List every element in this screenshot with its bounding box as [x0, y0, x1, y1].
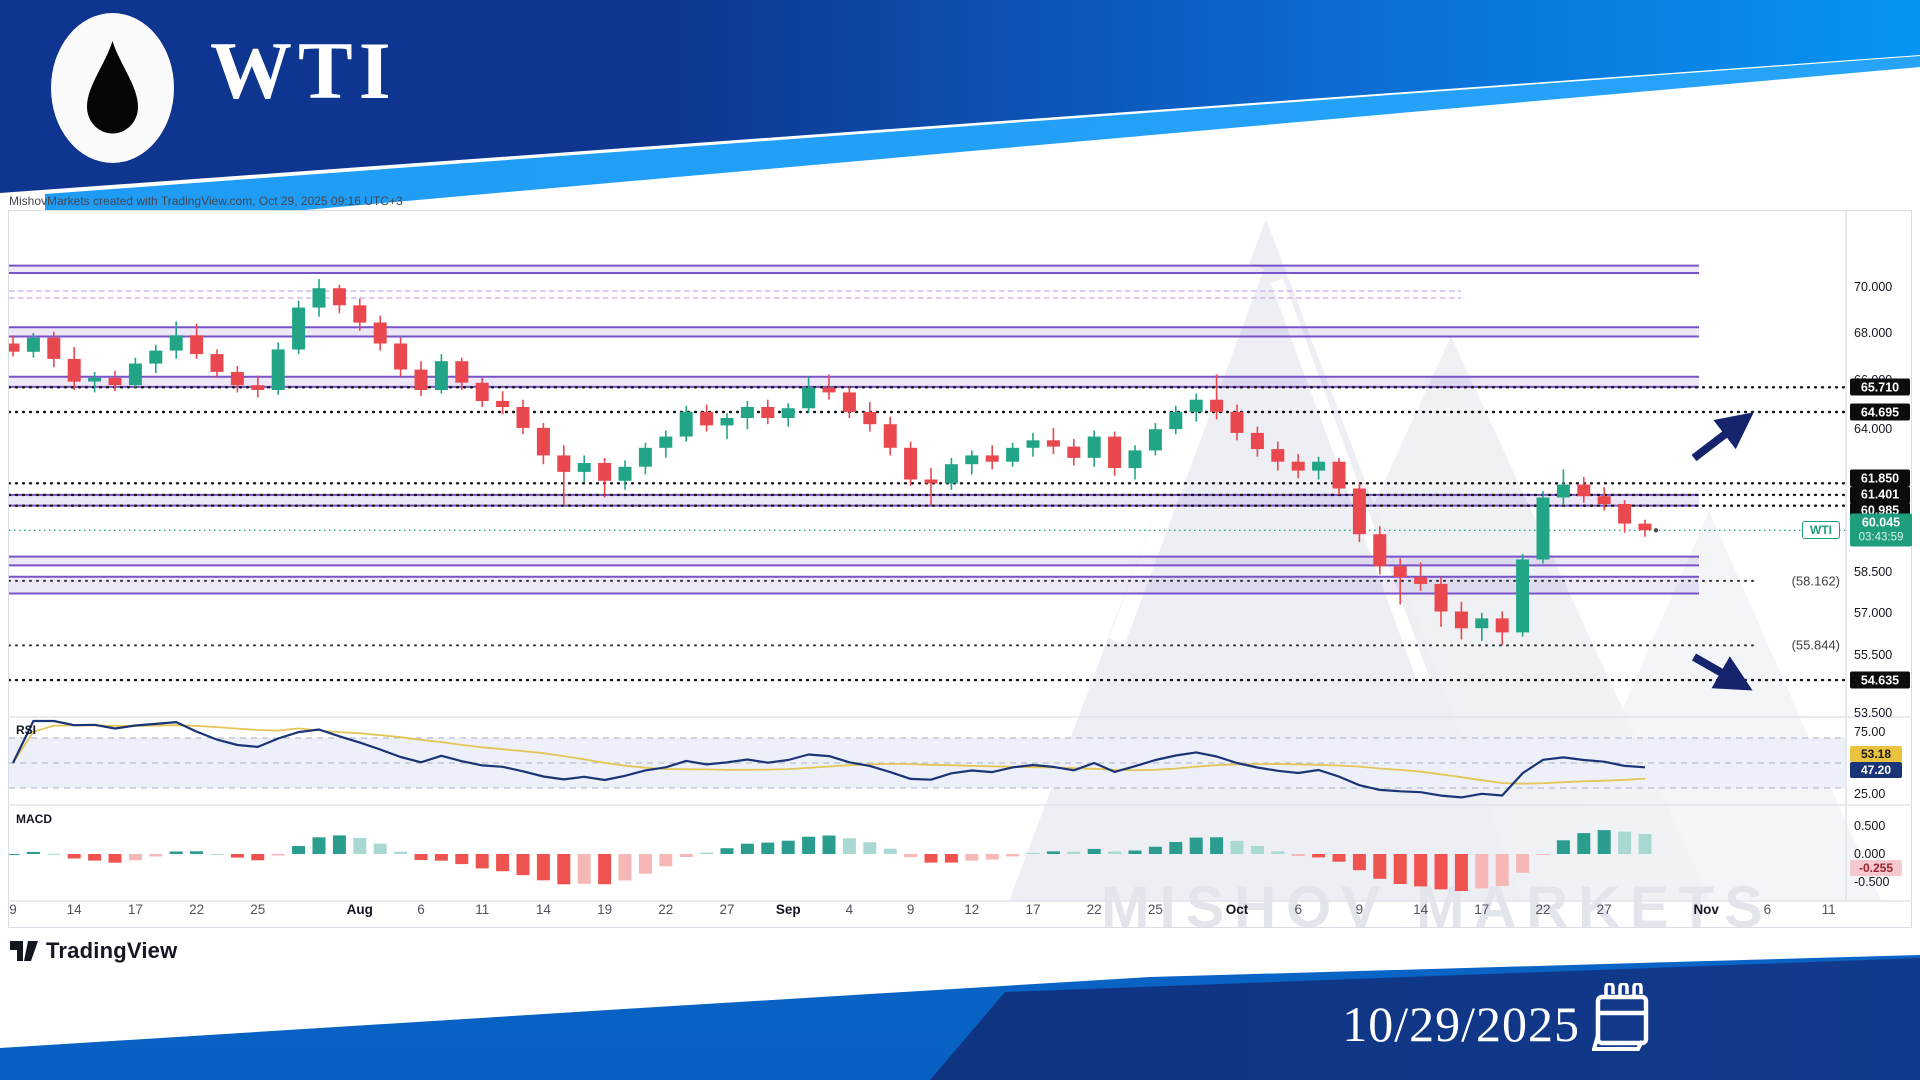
- footer-date: 10/29/2025: [1342, 996, 1580, 1052]
- symbol-title: WTI: [210, 25, 397, 116]
- zone: [9, 265, 1699, 273]
- time-label: Nov: [1693, 902, 1719, 917]
- chart-card: MISHOV MARKETS 9 14 17 22 25 Aug 6 11 14 19 22 27 Sep…: [6, 210, 1912, 940]
- tradingview-label: TradingView: [46, 938, 178, 963]
- time-label: 22: [658, 902, 673, 917]
- price-axis-label: 55.500: [1854, 648, 1893, 663]
- price-axis-label: 68.000: [1854, 326, 1893, 340]
- zone: [9, 494, 1699, 506]
- price-level-badge: 64.695: [1850, 403, 1910, 421]
- rsi-line: [12, 719, 1646, 799]
- pattern-price-label: (58.162): [1791, 573, 1840, 589]
- down-arrow: [1692, 653, 1753, 691]
- time-label: 22: [1087, 902, 1102, 917]
- up-arrow: [1691, 412, 1754, 462]
- time-label: 6: [1294, 902, 1302, 917]
- rsi-ma-line: [12, 724, 1646, 785]
- rsi-pane: [9, 719, 1846, 799]
- price-axis-label: 53.500: [1854, 706, 1893, 721]
- time-label: 22: [189, 902, 204, 917]
- time-label: 4: [846, 902, 854, 917]
- price-axis-label: 57.000: [1854, 605, 1893, 620]
- time-label: 6: [1764, 902, 1772, 917]
- time-label: 11: [475, 902, 489, 917]
- symbol-chip: WTI: [1802, 521, 1840, 540]
- zone: [9, 327, 1699, 337]
- rsi-pane-title: RSI: [16, 723, 37, 737]
- time-label: 19: [597, 902, 612, 917]
- time-label: 9: [9, 902, 17, 917]
- price-level-badge: 61.850: [1850, 469, 1910, 487]
- time-label: Oct: [1226, 902, 1249, 917]
- time-label: 14: [536, 902, 552, 917]
- rsi-value-badge: 47.20: [1850, 762, 1902, 778]
- time-label: 14: [1413, 902, 1429, 917]
- oil-drop-icon: [87, 41, 138, 134]
- macd-axis-label: -0.500: [1854, 875, 1890, 889]
- calendar-icon: [1592, 983, 1649, 1051]
- price-level-badge: 54.635: [1850, 671, 1910, 689]
- oil-logo-circle: [51, 13, 174, 163]
- pattern-price-label: (55.844): [1791, 637, 1840, 653]
- time-label: 6: [417, 902, 425, 917]
- current-price-badge: 60.045 03:43:59: [1850, 513, 1912, 547]
- zone: [9, 376, 1699, 387]
- price-level-badge: 65.710: [1850, 378, 1910, 396]
- time-label: 9: [1356, 902, 1364, 917]
- time-axis[interactable]: 9 14 17 22 25 Aug 6 11 14 19 22 27 Sep 4 9 12 17 22 25 Oct 6…: [9, 902, 1835, 917]
- time-label: 11: [1822, 902, 1836, 917]
- rsi-axis-lower: 25.00: [1854, 787, 1886, 802]
- time-label: 25: [250, 902, 265, 917]
- macd-axis-label: 0.500: [1854, 819, 1886, 833]
- tradingview-icon: [10, 941, 38, 961]
- chart-attribution: MishovMarkets created with TradingView.c…: [9, 194, 403, 208]
- rsi-ma-badge: 53.18: [1850, 746, 1902, 762]
- zone: [9, 556, 1699, 566]
- candlestick-series: [6, 279, 1659, 646]
- price-axis-label: 64.000: [1854, 422, 1893, 437]
- macd-pane: [6, 830, 1652, 891]
- time-label: 14: [67, 902, 83, 917]
- price-level-badge: 61.401: [1850, 486, 1910, 504]
- price-axis-label: 70.000: [1854, 280, 1893, 294]
- tradingview-logo[interactable]: TradingView: [10, 938, 177, 964]
- rsi-axis-upper: 75.00: [1854, 724, 1886, 739]
- last-price-dot: [1653, 528, 1659, 533]
- annotation-arrows: [1691, 412, 1754, 691]
- time-label: Aug: [347, 902, 373, 917]
- time-label: 25: [1148, 902, 1163, 917]
- candle-countdown: 03:43:59: [1858, 531, 1904, 544]
- price-axis-label: 58.500: [1854, 564, 1893, 579]
- time-label: 27: [719, 902, 734, 917]
- time-label: Sep: [776, 902, 801, 917]
- macd-pane-title: MACD: [16, 812, 52, 826]
- time-label: 12: [964, 902, 979, 917]
- time-label: 17: [1474, 902, 1489, 917]
- time-label: 17: [1025, 902, 1040, 917]
- hatched-zone: [9, 285, 1461, 300]
- macd-axis-label: 0.000: [1854, 847, 1886, 861]
- time-label: 22: [1535, 902, 1550, 917]
- macd-value-badge: -0.255: [1850, 860, 1902, 876]
- time-label: 9: [907, 902, 915, 917]
- time-label: 27: [1597, 902, 1612, 917]
- time-label: 17: [128, 902, 143, 917]
- pane-separators: [9, 211, 1911, 902]
